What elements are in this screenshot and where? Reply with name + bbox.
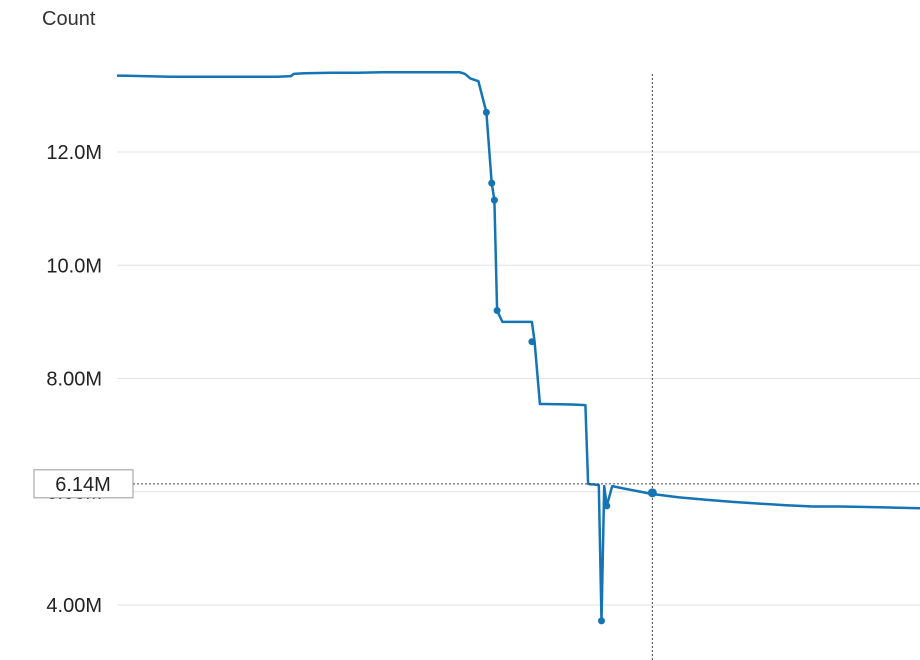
- y-tick-label: 4.00M: [46, 595, 102, 617]
- y-tick-label: 10.0M: [46, 255, 102, 277]
- y-axis-title: Count: [42, 8, 96, 30]
- cursor-point: [647, 488, 657, 498]
- series-line: [116, 70, 920, 623]
- y-tick-label: 8.00M: [46, 369, 102, 391]
- y-tick-label: 12.0M: [46, 142, 102, 164]
- marker-layer: [482, 108, 611, 625]
- data-point: [597, 617, 605, 625]
- data-point: [528, 338, 536, 346]
- data-point: [603, 502, 611, 510]
- data-point: [482, 108, 490, 116]
- data-point: [490, 196, 498, 204]
- cursor-value-box: [33, 469, 134, 499]
- cursor-value-label: 6.14M: [55, 474, 111, 496]
- grid-layer: [117, 151, 920, 606]
- crosshair-layer: 6.14M: [33, 74, 920, 660]
- series-layer: [116, 70, 920, 623]
- data-point: [493, 307, 501, 315]
- data-point: [488, 179, 496, 187]
